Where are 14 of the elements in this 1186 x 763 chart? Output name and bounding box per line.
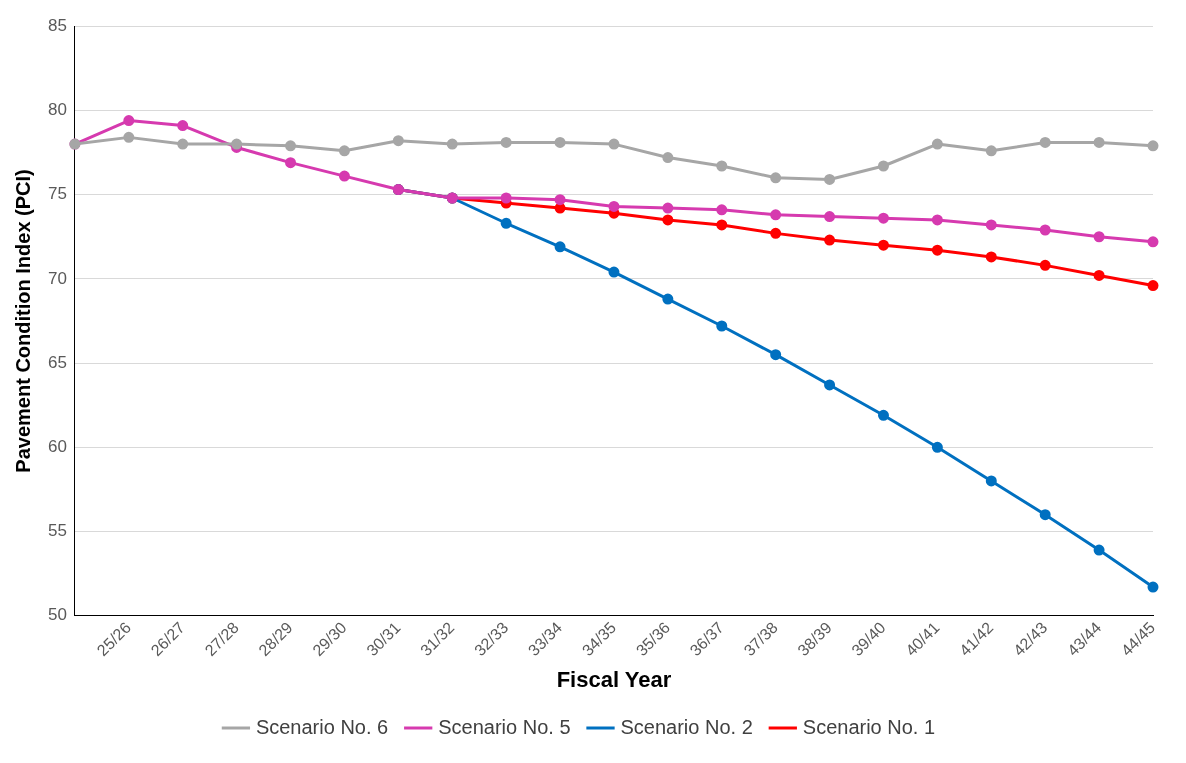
y-axis-title: Pavement Condition Index (PCI) — [11, 169, 34, 473]
y-tick-label: 80 — [47, 100, 67, 120]
legend-label: Scenario No. 5 — [438, 715, 571, 738]
x-axis-title: Fiscal Year — [556, 666, 672, 692]
legend-label: Scenario No. 1 — [802, 715, 936, 738]
legend-label: Scenario No. 2 — [620, 715, 753, 738]
legend-label: Scenario No. 6 — [255, 715, 389, 738]
y-tick-label: 75 — [47, 184, 67, 204]
y-tick-label: 70 — [47, 268, 67, 288]
y-tick-label: 55 — [47, 521, 67, 541]
y-tick-label: 50 — [47, 605, 67, 625]
y-tick-label: 65 — [47, 352, 67, 372]
y-tick-label: 85 — [47, 15, 67, 35]
y-tick-label: 60 — [47, 436, 67, 456]
